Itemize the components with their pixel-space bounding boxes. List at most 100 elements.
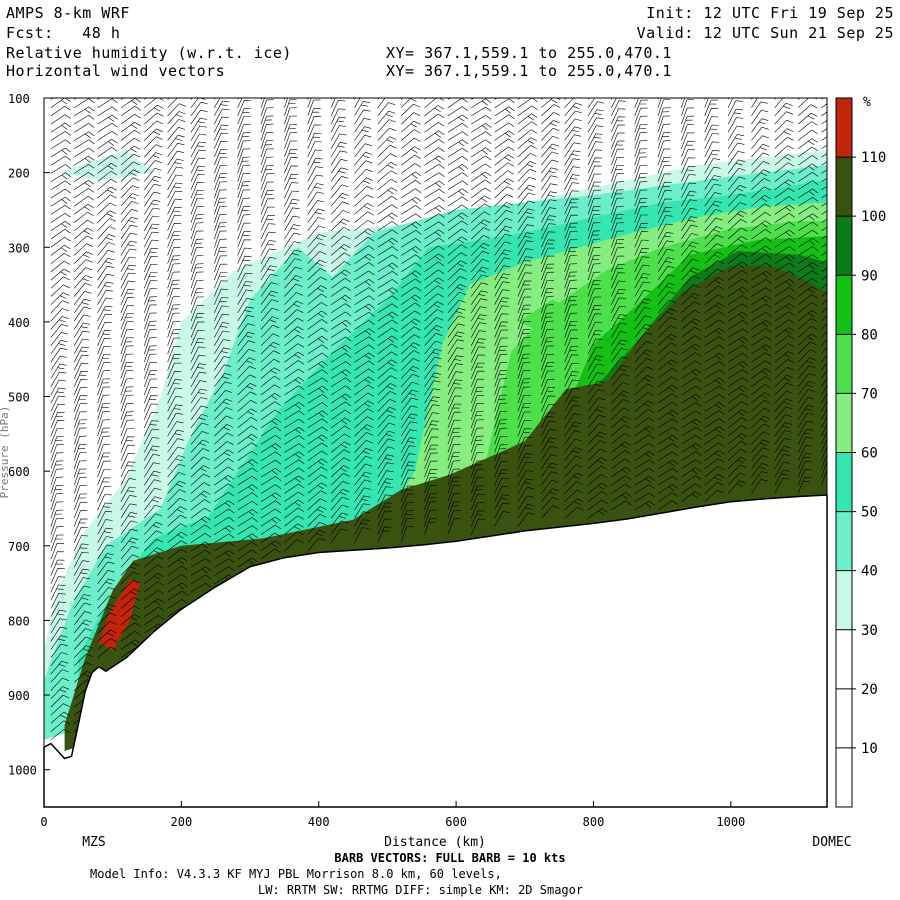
wind-barb (97, 114, 118, 125)
wind-barb (704, 166, 721, 182)
wind-barb (167, 480, 186, 494)
wind-barb (144, 296, 157, 313)
wind-barb (50, 316, 69, 330)
wind-barb (330, 336, 352, 347)
wind-barb (424, 269, 445, 281)
wind-barb (307, 208, 325, 223)
wind-barb (260, 418, 282, 429)
x-tick-label: 600 (445, 815, 467, 829)
wind-barb (237, 181, 251, 199)
wind-barb (120, 495, 137, 511)
wind-barb (307, 234, 326, 248)
wind-barb (330, 401, 352, 412)
wind-barb (517, 216, 535, 231)
wind-barb (97, 519, 113, 535)
wind-barb (634, 451, 655, 461)
wind-barb (167, 354, 182, 371)
wind-barb (681, 140, 695, 158)
wind-barb (424, 485, 438, 502)
wind-barb (564, 288, 578, 305)
wind-barb (611, 314, 627, 330)
wind-barb (214, 322, 230, 338)
wind-barb (73, 552, 90, 568)
wind-barb (144, 598, 165, 609)
wind-barb (330, 377, 352, 388)
wind-barb (564, 481, 584, 494)
wind-barb (377, 438, 395, 453)
wind-barb (447, 196, 468, 207)
wind-barb (704, 243, 724, 256)
wind-barb (727, 393, 749, 404)
wind-barb (214, 441, 234, 453)
wind-barb (564, 321, 578, 338)
wind-barb (50, 420, 65, 437)
wind-barb (307, 183, 324, 199)
wind-barb (681, 216, 698, 231)
wind-barb (517, 470, 534, 486)
wind-barb (657, 418, 679, 429)
wind-barb (97, 646, 117, 658)
wind-barb (704, 369, 725, 379)
wind-barb (144, 395, 158, 412)
wind-barb (657, 223, 673, 240)
wind-barb (260, 401, 281, 412)
wind-barb (704, 344, 725, 355)
wind-barb (260, 484, 282, 494)
wind-barb (354, 245, 375, 256)
wind-barb (167, 166, 184, 182)
wind-barb (120, 597, 141, 609)
wind-barb (564, 498, 584, 511)
wind-barb (50, 252, 71, 264)
wind-barb (190, 516, 211, 527)
wind-barb (821, 186, 827, 191)
colorbar-tick-label: 70 (861, 386, 878, 402)
wind-barb (681, 98, 685, 108)
wind-barb (120, 248, 137, 264)
wind-barb (50, 493, 64, 511)
wind-barb (190, 109, 208, 125)
wind-barb (681, 394, 702, 404)
wind-barb (494, 394, 507, 412)
wind-barb (727, 142, 745, 158)
wind-barb (798, 229, 819, 240)
wind-barb (284, 275, 303, 289)
wind-barb (517, 129, 538, 141)
wind-barb (470, 502, 485, 519)
wind-barb (704, 158, 721, 174)
wind-barb (214, 449, 234, 461)
wind-barb (97, 139, 118, 149)
wind-barb (494, 273, 511, 289)
wind-barb (727, 328, 749, 338)
wind-barb (354, 463, 372, 478)
wind-barb (307, 418, 328, 429)
wind-barb (447, 172, 469, 182)
wind-barb (564, 489, 584, 503)
wind-barb (634, 307, 652, 322)
wind-barb (214, 415, 233, 429)
wind-barb (167, 455, 185, 470)
wind-barb (541, 387, 555, 404)
wind-barb (517, 192, 536, 207)
wind-barb (120, 403, 134, 420)
wind-barb (260, 540, 281, 552)
wind-barb (144, 128, 163, 141)
wind-barb (541, 223, 556, 240)
wind-barb (634, 223, 649, 240)
wind-barb (400, 98, 420, 108)
wind-barb (564, 190, 579, 207)
wind-barb (447, 331, 465, 346)
wind-barb (798, 146, 819, 158)
wind-barb (237, 492, 258, 503)
wind-barb (564, 134, 582, 149)
wind-barb (751, 384, 771, 396)
wind-barb (144, 120, 164, 133)
wind-barb (120, 337, 134, 355)
wind-barb (657, 98, 659, 100)
wind-barb (447, 395, 462, 412)
wind-barb (400, 501, 415, 519)
wind-barb (307, 319, 328, 330)
wind-barb (424, 139, 445, 149)
wind-barb (144, 207, 160, 223)
wind-barb (73, 493, 88, 511)
wind-barb (50, 584, 66, 601)
